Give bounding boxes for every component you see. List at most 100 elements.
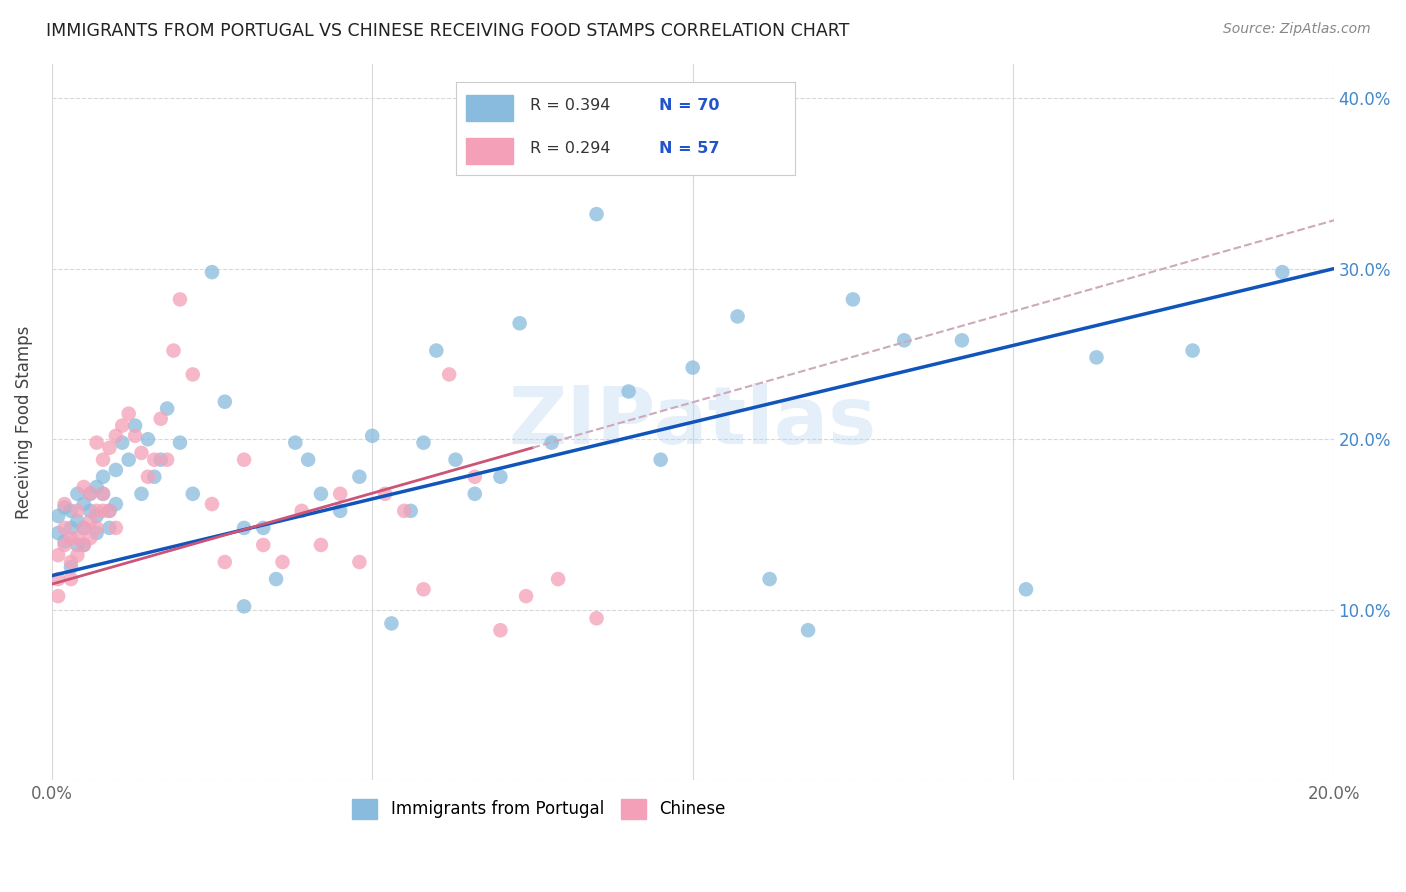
Point — [309, 487, 332, 501]
Point — [252, 538, 274, 552]
Point — [86, 480, 108, 494]
Point — [515, 589, 537, 603]
Y-axis label: Receiving Food Stamps: Receiving Food Stamps — [15, 326, 32, 519]
Point — [437, 368, 460, 382]
Point — [201, 265, 224, 279]
Point — [124, 418, 146, 433]
Point — [233, 452, 256, 467]
Point — [131, 487, 153, 501]
Point — [169, 435, 191, 450]
Point — [104, 497, 127, 511]
Point — [156, 452, 179, 467]
Point — [842, 293, 865, 307]
Point — [412, 435, 434, 450]
Point — [349, 555, 371, 569]
Point — [136, 469, 159, 483]
Point — [214, 394, 236, 409]
Point — [425, 343, 447, 358]
Point — [489, 469, 512, 483]
Point — [91, 487, 114, 501]
Point — [59, 572, 82, 586]
Point — [509, 316, 531, 330]
Point — [73, 521, 96, 535]
Point — [181, 487, 204, 501]
Point — [797, 624, 820, 638]
Text: ZIPatlas: ZIPatlas — [509, 384, 877, 461]
Point — [59, 521, 82, 535]
Point — [53, 538, 76, 552]
Point — [264, 572, 287, 586]
Point — [59, 555, 82, 569]
Point — [201, 497, 224, 511]
Point — [66, 548, 89, 562]
Point — [79, 504, 101, 518]
Point — [380, 616, 402, 631]
Point — [79, 487, 101, 501]
Point — [59, 560, 82, 574]
Point — [91, 487, 114, 501]
Point — [98, 521, 121, 535]
Point — [79, 531, 101, 545]
Point — [46, 548, 69, 562]
Point — [86, 508, 108, 523]
Point — [91, 452, 114, 467]
Point — [893, 334, 915, 348]
Point — [79, 514, 101, 528]
Point — [73, 521, 96, 535]
Point — [329, 504, 352, 518]
Point — [86, 526, 108, 541]
Point — [53, 497, 76, 511]
Point — [361, 429, 384, 443]
Point — [98, 504, 121, 518]
Point — [59, 531, 82, 545]
Point — [124, 429, 146, 443]
Point — [464, 469, 486, 483]
Point — [156, 401, 179, 416]
Point — [547, 572, 569, 586]
Point — [86, 521, 108, 535]
Point — [252, 521, 274, 535]
Point — [399, 504, 422, 518]
Point — [374, 487, 396, 501]
Point — [284, 435, 307, 450]
Point — [540, 435, 562, 450]
Point — [66, 531, 89, 545]
Point — [169, 293, 191, 307]
Point — [104, 429, 127, 443]
Point — [1181, 343, 1204, 358]
Point — [1271, 265, 1294, 279]
Point — [46, 589, 69, 603]
Point — [489, 624, 512, 638]
Point — [727, 310, 749, 324]
Point — [650, 452, 672, 467]
Point — [104, 521, 127, 535]
Point — [585, 611, 607, 625]
Point — [349, 469, 371, 483]
Point — [412, 582, 434, 597]
Point — [271, 555, 294, 569]
Point — [214, 555, 236, 569]
Point — [86, 435, 108, 450]
Point — [329, 487, 352, 501]
Point — [233, 521, 256, 535]
Point — [149, 411, 172, 425]
Point — [104, 463, 127, 477]
Point — [59, 504, 82, 518]
Point — [53, 521, 76, 535]
Point — [464, 487, 486, 501]
Point — [118, 407, 141, 421]
Point — [79, 487, 101, 501]
Point — [98, 504, 121, 518]
Point — [181, 368, 204, 382]
Point — [149, 452, 172, 467]
Point — [291, 504, 314, 518]
Point — [111, 418, 134, 433]
Point — [66, 538, 89, 552]
Point — [46, 508, 69, 523]
Point — [585, 207, 607, 221]
Point — [73, 538, 96, 552]
Point — [66, 514, 89, 528]
Point — [394, 504, 416, 518]
Point — [53, 500, 76, 515]
Point — [46, 526, 69, 541]
